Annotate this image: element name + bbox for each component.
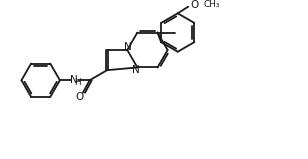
Text: CH₃: CH₃ [204, 0, 220, 9]
Text: H: H [74, 78, 81, 87]
Text: O: O [191, 0, 199, 10]
Text: O: O [75, 92, 83, 102]
Text: N: N [132, 65, 139, 75]
Text: N: N [124, 42, 132, 52]
Text: N: N [70, 75, 78, 85]
